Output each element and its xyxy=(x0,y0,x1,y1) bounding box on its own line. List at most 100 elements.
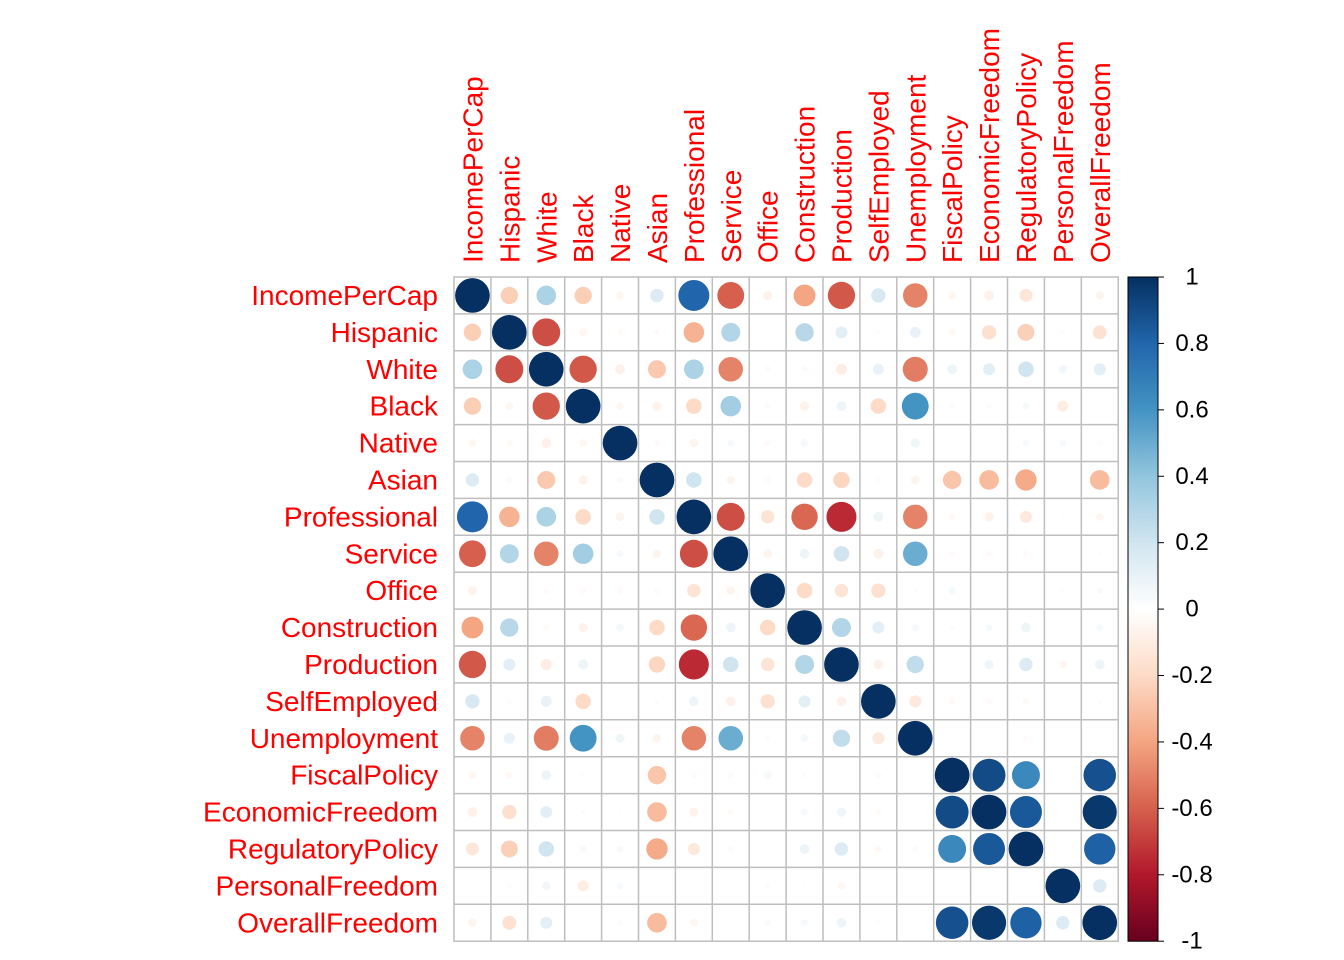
corr-circle-Hispanic-Production xyxy=(835,326,848,339)
corr-circle-Production-IncomePerCap xyxy=(458,650,487,679)
corr-circle-RegulatoryPolicy-FiscalPolicy xyxy=(938,834,967,863)
row-label: White xyxy=(366,354,438,385)
row-label: SelfEmployed xyxy=(265,686,438,717)
column-label: Native xyxy=(605,184,636,263)
corr-circle-White-Professional xyxy=(684,359,704,380)
corr-circle-FiscalPolicy-RegulatoryPolicy xyxy=(1011,761,1040,790)
corr-circle-OverallFreedom-FiscalPolicy xyxy=(935,906,969,940)
corr-circle-FiscalPolicy-FiscalPolicy xyxy=(934,757,970,793)
corr-circle-Construction-Black xyxy=(578,622,588,633)
corr-circle-EconomicFreedom-Service xyxy=(727,809,734,816)
corr-circle-White-RegulatoryPolicy xyxy=(1018,361,1034,378)
colorbar-tick-label: -1 xyxy=(1181,928,1202,955)
corr-circle-Office-Production xyxy=(834,583,849,598)
corr-circle-Native-Black xyxy=(579,439,588,447)
corr-circle-OverallFreedom-Asian xyxy=(647,912,667,933)
corr-circle-Black-Hispanic xyxy=(505,402,514,411)
corr-circle-Hispanic-EconomicFreedom xyxy=(981,325,997,340)
corr-circle-IncomePerCap-Asian xyxy=(650,288,664,303)
corr-circle-RegulatoryPolicy-EconomicFreedom xyxy=(973,832,1006,865)
corr-circle-RegulatoryPolicy-Asian xyxy=(646,838,668,860)
colorbar-tick-label: 0.8 xyxy=(1175,330,1208,357)
corr-circle-Black-SelfEmployed xyxy=(870,398,887,414)
corr-circle-Construction-Unemployment xyxy=(911,623,920,632)
corr-circle-Professional-SelfEmployed xyxy=(873,511,884,522)
corr-circle-IncomePerCap-PersonalFreedom xyxy=(1061,293,1065,298)
colorbar-tick-label: 0.4 xyxy=(1175,463,1208,490)
corr-circle-PersonalFreedom-Professional xyxy=(692,884,696,888)
corr-circle-Construction-OverallFreedom xyxy=(1096,624,1104,632)
corr-circle-Unemployment-IncomePerCap xyxy=(460,725,485,751)
corr-circle-SelfEmployed-Unemployment xyxy=(909,695,922,708)
corr-circle-Service-Native xyxy=(616,550,624,558)
corr-circle-White-White xyxy=(528,351,564,387)
corr-circle-White-Unemployment xyxy=(902,356,928,382)
grid-layer xyxy=(453,276,1119,942)
corr-circle-Asian-Native xyxy=(617,476,624,483)
row-label: OverallFreedom xyxy=(237,907,438,938)
colorbar-gradient xyxy=(1127,276,1159,942)
row-label: Service xyxy=(345,538,438,569)
corr-circle-Office-Professional xyxy=(687,583,701,598)
corr-circle-OverallFreedom-Service xyxy=(729,921,733,925)
corr-circle-White-SelfEmployed xyxy=(872,363,884,375)
corr-circle-Office-Office xyxy=(750,573,785,608)
corr-circle-Black-Office xyxy=(764,403,771,410)
column-label: SelfEmployed xyxy=(863,90,894,263)
corr-circle-SelfEmployed-Hispanic xyxy=(506,698,512,704)
corr-circle-EconomicFreedom-Professional xyxy=(689,807,699,817)
corr-circle-White-Office xyxy=(764,366,771,373)
corr-circle-Office-Construction xyxy=(796,582,813,599)
corr-circle-Production-Hispanic xyxy=(503,658,516,671)
corr-circle-EconomicFreedom-Construction xyxy=(801,808,809,816)
corr-circle-Native-OverallFreedom xyxy=(1097,440,1103,446)
corr-circle-Native-Asian xyxy=(653,440,660,447)
corr-circle-Professional-Native xyxy=(615,512,625,522)
corr-circle-Asian-White xyxy=(537,470,556,489)
corr-circle-IncomePerCap-Office xyxy=(763,290,773,301)
corr-circle-Office-Native xyxy=(617,587,624,594)
corr-circle-Black-Black xyxy=(565,388,601,424)
corr-circle-Unemployment-Asian xyxy=(652,734,662,743)
corr-circle-Construction-Native xyxy=(616,623,624,632)
corr-circle-Asian-Unemployment xyxy=(911,475,920,485)
corr-circle-Asian-Construction xyxy=(796,472,813,488)
corr-circle-RegulatoryPolicy-Hispanic xyxy=(500,840,518,858)
corr-circle-Hispanic-Asian xyxy=(653,329,660,336)
colorbar-tick-label: -0.4 xyxy=(1171,728,1212,755)
corr-circle-SelfEmployed-SelfEmployed xyxy=(861,684,896,719)
corr-circle-Office-Asian xyxy=(653,587,660,594)
corr-circle-IncomePerCap-Service xyxy=(717,282,745,309)
corr-circle-Unemployment-Native xyxy=(615,733,625,743)
corr-circle-IncomePerCap-OverallFreedom xyxy=(1095,291,1104,300)
corr-circle-Black-Native xyxy=(616,402,624,411)
corr-circle-IncomePerCap-Construction xyxy=(793,284,816,307)
column-label: EconomicFreedom xyxy=(974,28,1005,263)
corr-circle-Construction-White xyxy=(543,624,550,631)
corr-circle-Professional-OverallFreedom xyxy=(1095,512,1104,521)
corr-circle-SelfEmployed-IncomePerCap xyxy=(465,694,480,709)
corr-circle-Unemployment-Black xyxy=(569,724,597,752)
corr-circle-White-Black xyxy=(569,355,597,383)
corr-circle-PersonalFreedom-Native xyxy=(616,882,624,890)
corr-circle-IncomePerCap-Unemployment xyxy=(902,283,928,308)
corr-circle-Service-SelfEmployed xyxy=(873,548,884,559)
corr-circle-Native-Hispanic xyxy=(506,440,513,447)
row-label: Office xyxy=(365,575,438,606)
corr-circle-Construction-RegulatoryPolicy xyxy=(1021,622,1031,633)
corr-circle-Construction-IncomePerCap xyxy=(461,616,484,639)
corr-circle-Unemployment-Service xyxy=(718,725,744,751)
corr-circle-White-FiscalPolicy xyxy=(947,364,958,375)
corr-circle-OverallFreedom-PersonalFreedom xyxy=(1056,916,1070,930)
corr-circle-FiscalPolicy-Office xyxy=(763,771,772,780)
corr-circle-EconomicFreedom-OverallFreedom xyxy=(1082,794,1117,830)
corr-circle-PersonalFreedom-Hispanic xyxy=(506,883,512,889)
corr-circle-Hispanic-RegulatoryPolicy xyxy=(1017,323,1035,341)
corr-circle-SelfEmployed-OverallFreedom xyxy=(1097,698,1103,704)
corr-circle-Black-RegulatoryPolicy xyxy=(1022,402,1030,410)
corr-circle-RegulatoryPolicy-Professional xyxy=(687,842,700,855)
row-label: Unemployment xyxy=(250,723,439,754)
corr-circle-White-OverallFreedom xyxy=(1093,363,1106,376)
corr-circle-RegulatoryPolicy-Black xyxy=(579,845,587,853)
